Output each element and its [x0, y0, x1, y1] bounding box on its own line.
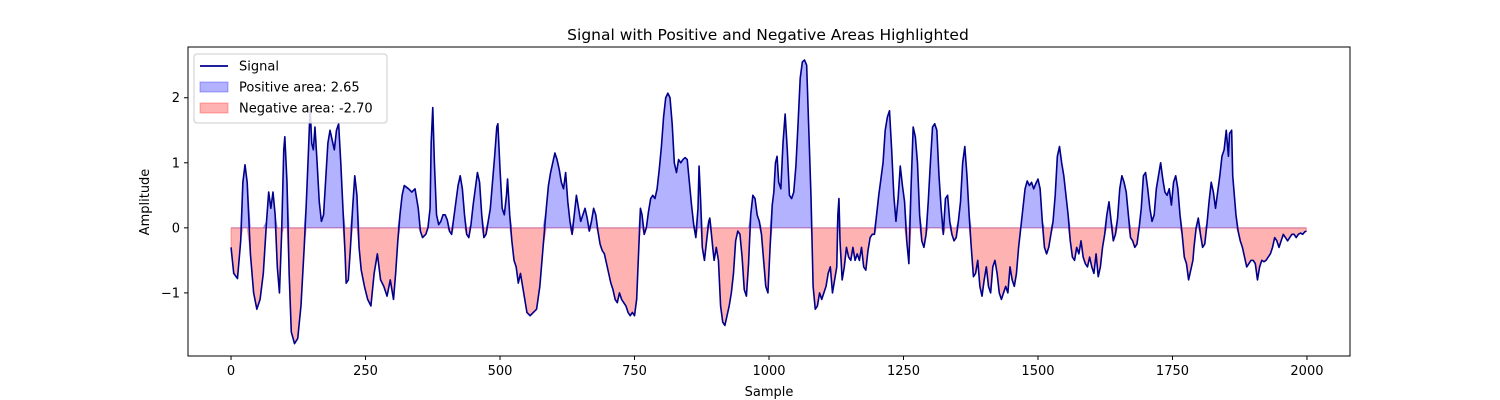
- x-tick-label: 2000: [1290, 364, 1323, 379]
- x-tick-label: 0: [227, 364, 235, 379]
- plot-area: [230, 59, 1307, 345]
- legend-label: Signal: [239, 60, 279, 75]
- chart-title: Signal with Positive and Negative Areas …: [567, 26, 969, 44]
- legend-positive-swatch: [199, 81, 229, 93]
- legend-negative-swatch: [199, 102, 229, 114]
- y-tick-label: 0: [172, 221, 180, 236]
- y-axis-label: Amplitude: [138, 169, 153, 236]
- y-tick-label: 1: [172, 156, 180, 171]
- y-tick-label: 2: [172, 91, 180, 106]
- legend-label: Positive area: 2.65: [239, 81, 360, 96]
- x-axis-label: Sample: [745, 385, 794, 400]
- x-tick-label: 500: [488, 364, 513, 379]
- x-tick-label: 1500: [1021, 364, 1054, 379]
- x-axis: 0 250 500 750 1000 1250 1500 1750 2000: [227, 356, 1324, 379]
- x-tick-label: 1000: [752, 364, 785, 379]
- x-tick-label: 1750: [1156, 364, 1189, 379]
- x-tick-label: 750: [622, 364, 647, 379]
- legend-frame: [193, 53, 388, 124]
- x-tick-label: 1250: [887, 364, 920, 379]
- y-tick-label: −1: [161, 286, 180, 301]
- legend-label: Negative area: -2.70: [239, 102, 373, 117]
- signal-line: [230, 59, 1307, 345]
- legend: Signal Positive area: 2.65 Negative area: …: [193, 53, 388, 124]
- x-tick-label: 250: [353, 364, 378, 379]
- y-axis: −1 0 1 2: [161, 91, 188, 301]
